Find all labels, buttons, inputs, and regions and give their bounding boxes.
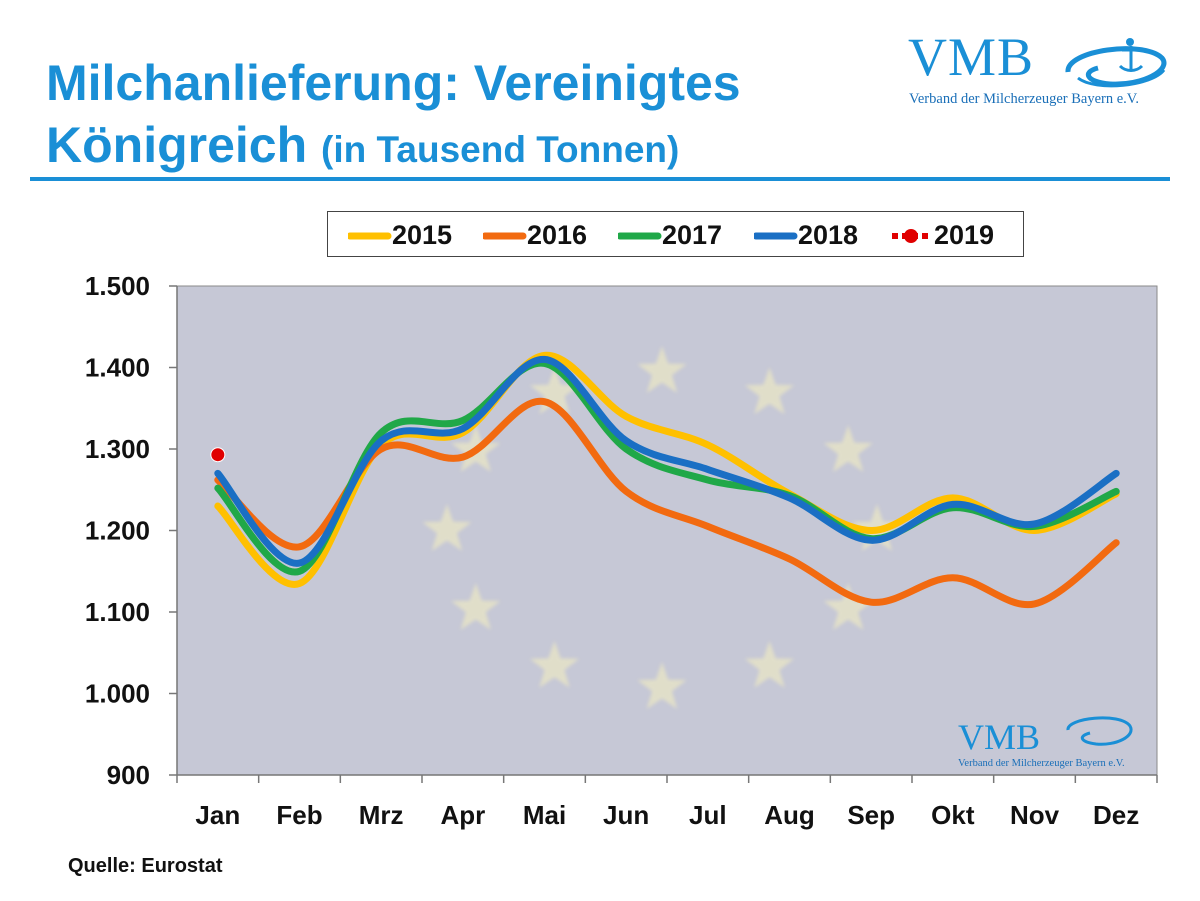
series-2015	[214, 351, 1120, 588]
x-tick-label: Okt	[931, 800, 975, 830]
x-tick-label: Nov	[1010, 800, 1060, 830]
x-tick-label: Feb	[276, 800, 322, 830]
series-line-2015	[214, 351, 1120, 588]
legend-label: 2015	[392, 220, 453, 250]
legend-label: 2019	[934, 220, 995, 250]
y-tick-label: 1.500	[85, 271, 150, 301]
x-tick-label: Mai	[523, 800, 566, 830]
series-2019	[210, 447, 226, 463]
chart-title: Milchanlieferung: Vereinigtes Königreich …	[46, 55, 741, 173]
legend-label: 2017	[662, 220, 723, 250]
x-tick-label: Sep	[847, 800, 895, 830]
watermark-subtitle: Verband der Milcherzeuger Bayern e.V.	[958, 758, 1125, 769]
y-tick-label: 1.000	[85, 679, 150, 709]
chart-legend: 2015 2016 2017 2018 2019	[327, 211, 1024, 257]
legend-label: 2016	[527, 220, 588, 250]
x-tick-label: Jul	[689, 800, 727, 830]
y-tick-label: 1.100	[85, 597, 150, 627]
series-2018	[214, 355, 1120, 567]
vmb-logo: VMB Verband der Milcherzeuger Bayern e.V…	[906, 27, 1176, 124]
y-tick-label: 900	[107, 760, 150, 790]
series-layer	[210, 351, 1120, 609]
watermark-cow-icon	[1066, 716, 1133, 746]
source-note: Quelle: Eurostat	[68, 855, 223, 877]
series-line-2018	[214, 355, 1120, 567]
watermark-text: VMB	[958, 717, 1040, 757]
y-tick-label: 1.400	[85, 353, 150, 383]
x-tick-label: Aug	[764, 800, 815, 830]
vmb-watermark: VMB Verband der Milcherzeuger Bayern e.V…	[958, 716, 1133, 769]
title-underline	[30, 177, 1170, 181]
logo-text: VMB	[908, 27, 1035, 87]
x-tick-label: Apr	[440, 800, 485, 830]
y-tick-label: 1.200	[85, 516, 150, 546]
logo-subtitle: Verband der Milcherzeuger Bayern e.V.	[909, 91, 1140, 107]
axes: 900 1.000 1.100 1.200 1.300 1.400 1.500 Jan Feb M…	[85, 271, 1158, 830]
x-tick-label: Jan	[195, 800, 240, 830]
legend-label: 2018	[798, 220, 859, 250]
x-tick-label: Jun	[603, 800, 649, 830]
cow-swirl-icon	[1065, 38, 1167, 88]
x-tick-label: Mrz	[359, 800, 404, 830]
x-tick-label: Dez	[1093, 800, 1139, 830]
data-point-2019	[210, 447, 226, 463]
y-tick-label: 1.300	[85, 434, 150, 464]
